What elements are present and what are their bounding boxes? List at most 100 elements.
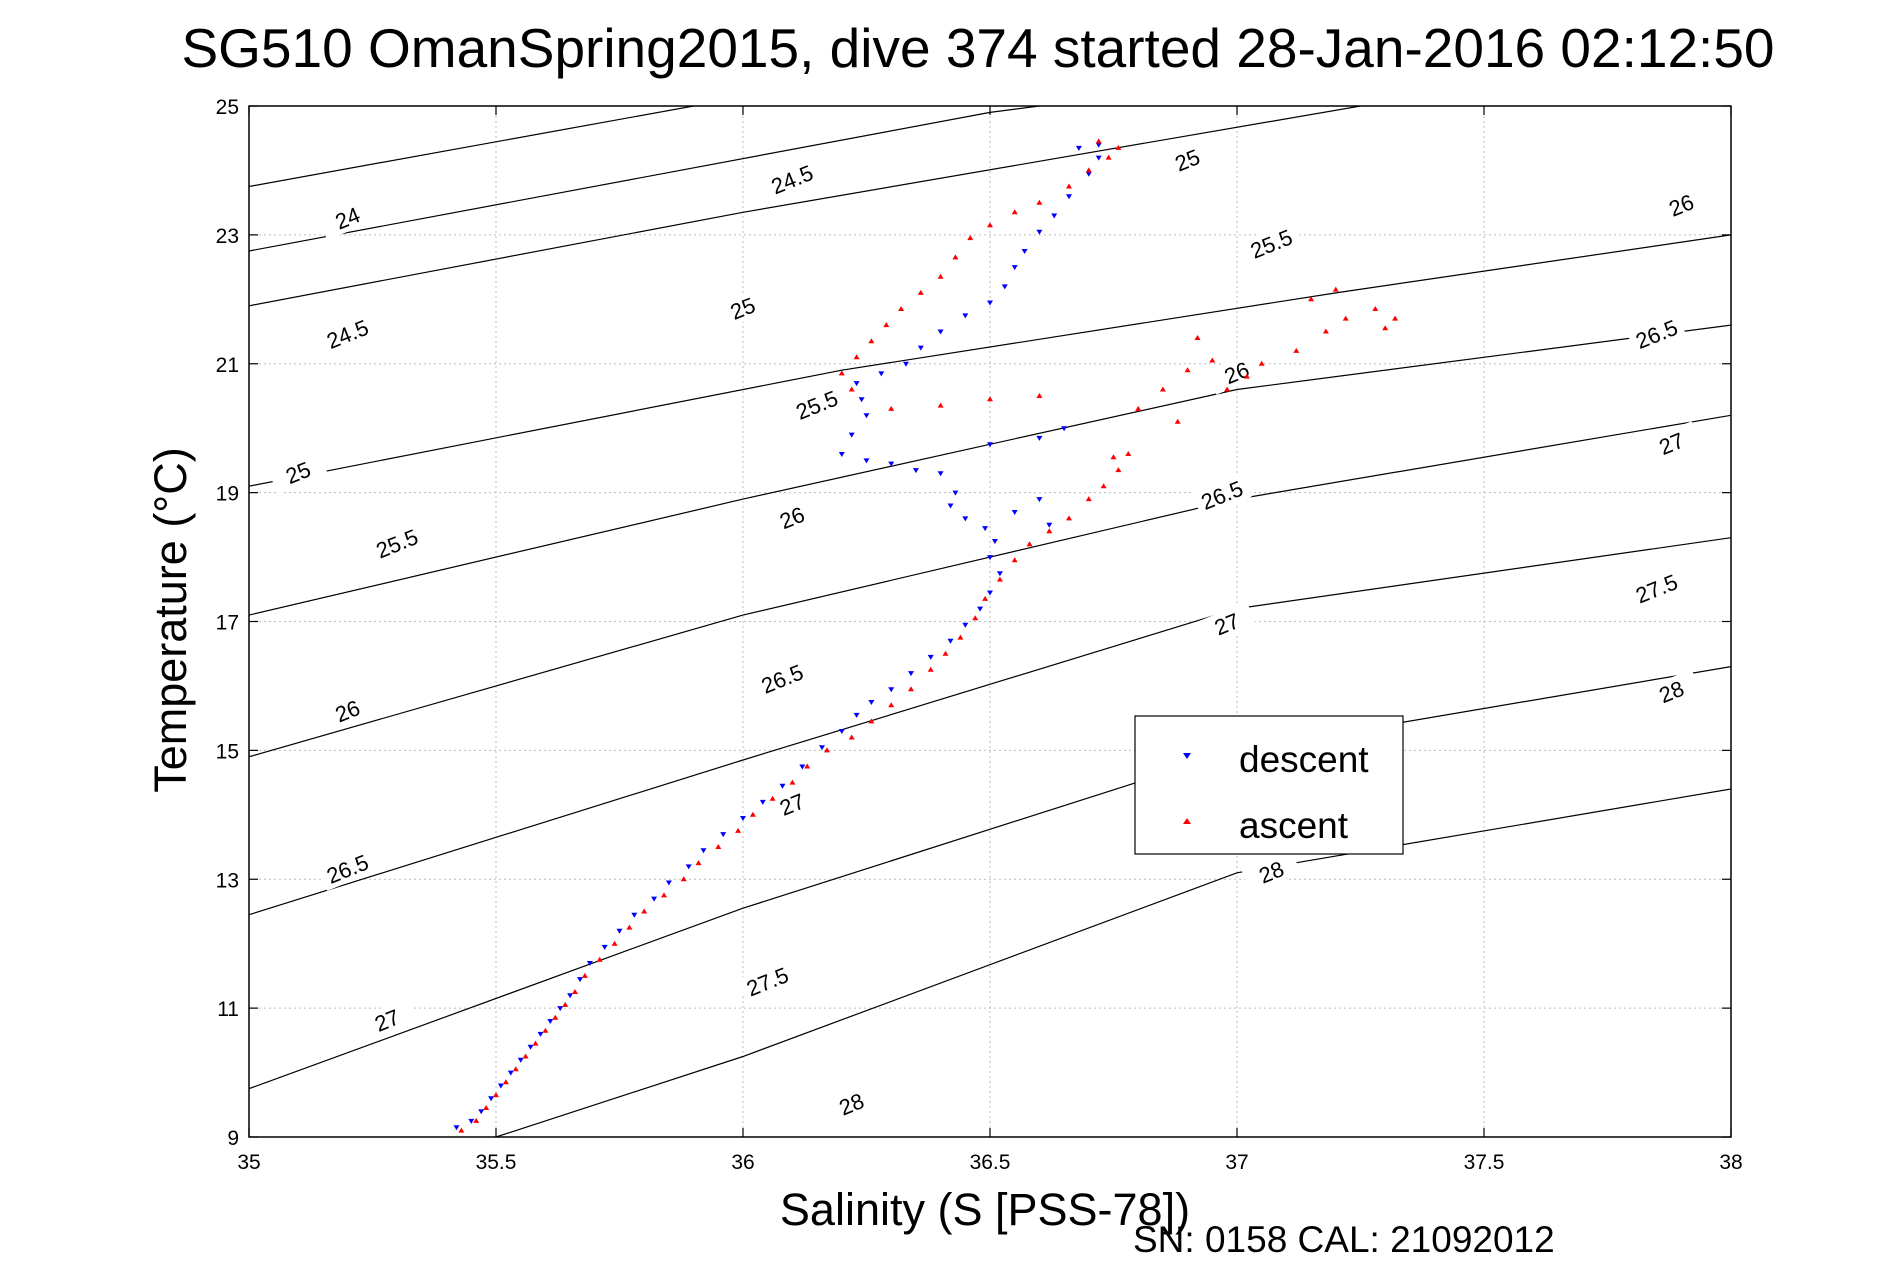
data-point-descent [903,361,909,367]
data-point-descent [651,896,658,902]
data-point-ascent [1115,467,1122,473]
data-point-descent [1021,249,1028,254]
data-point-descent [977,606,984,612]
data-point-ascent [1293,347,1300,353]
data-point-descent [1011,510,1018,515]
data-point-ascent [562,1001,569,1007]
data-point-ascent [853,354,860,360]
data-point-descent [799,764,806,770]
contour-label-background [1206,350,1267,395]
data-point-descent [1036,497,1043,503]
data-point-ascent [917,289,924,295]
data-point-descent [1046,522,1053,528]
data-point-ascent [1046,528,1053,534]
data-point-descent [819,745,825,751]
serial-calibration-text: SN: 0158 CAL: 21092012 [1133,1219,1555,1260]
y-tick-label: 11 [217,998,239,1021]
data-point-ascent [888,702,895,708]
data-point-descent [937,471,944,477]
data-point-ascent [982,595,989,601]
x-tick-label: 37.5 [1464,1151,1505,1174]
data-point-descent [527,1044,534,1050]
x-tick-label: 38 [1719,1151,1742,1174]
data-point-ascent [1322,328,1329,334]
data-point-ascent [483,1105,490,1110]
contour-line-25-5 [249,234,1731,487]
data-point-descent [1061,426,1068,432]
data-point-descent [908,671,914,677]
contour-label-background [1157,137,1218,183]
data-point-descent [547,1019,554,1024]
y-axis-label: Temperature (°C) [145,447,196,793]
data-point-descent [1036,229,1043,235]
data-point-descent [586,961,593,966]
data-point-descent [1011,265,1018,271]
contour-label-background [1626,311,1687,357]
data-point-descent [878,371,885,377]
data-point-ascent [1342,315,1349,321]
data-point-descent [631,912,638,918]
data-point-descent [700,848,707,854]
data-point-descent [962,313,969,319]
data-point-descent [868,700,875,705]
data-point-descent [863,413,870,419]
data-point-ascent [512,1066,519,1072]
data-point-descent [853,712,860,718]
data-point-descent [987,590,993,596]
data-point-ascent [552,1014,559,1020]
data-point-descent [962,622,969,628]
data-point-ascent [749,811,756,817]
data-point-descent [453,1125,460,1131]
contour-label-background [752,656,813,701]
data-point-descent [952,490,959,496]
contour-label-background [786,382,847,427]
data-point-ascent [1085,167,1092,173]
legend-label-ascent: ascent [1239,805,1349,846]
data-point-ascent [838,370,845,376]
data-point-ascent [937,273,944,279]
y-tick-label: 21 [216,354,239,377]
contour-label-background [1241,221,1302,266]
data-point-ascent [1085,496,1092,502]
contour-label-background [1626,566,1687,611]
data-point-ascent [1036,393,1043,398]
x-axis-label: Salinity (S [PSS-78]) [780,1184,1190,1235]
legend-marker-descent [1183,753,1191,759]
legend-label-descent: descent [1239,739,1369,780]
data-point-descent [616,928,623,934]
data-point-descent [927,654,934,660]
legend-marker-ascent [1183,818,1191,824]
contour-label-background [1196,601,1257,646]
data-point-ascent [542,1027,549,1033]
contour-label-background [1191,472,1252,518]
legend-box [1134,715,1404,855]
data-point-descent [577,977,583,983]
data-point-ascent [611,940,618,946]
data-point-descent [537,1031,544,1037]
data-point-ascent [661,892,667,898]
data-point-descent [759,799,766,805]
data-point-ascent [908,686,914,692]
data-point-descent [488,1096,495,1102]
data-point-descent [838,729,845,734]
data-point-descent [947,638,954,644]
data-point-descent [507,1070,514,1076]
data-point-descent [685,864,692,870]
data-point-ascent [1184,367,1191,373]
data-point-ascent [735,827,742,833]
data-point-ascent [1135,405,1142,411]
data-point-ascent [868,338,875,344]
data-point-ascent [1209,357,1216,363]
contour-line-27-5 [249,666,1731,1090]
contour-label-background [1641,669,1702,714]
data-point-ascent [680,876,687,882]
data-point-descent [888,687,895,693]
data-point-ascent [987,222,993,228]
data-point-ascent [898,306,905,311]
series-descent [453,142,1102,1131]
data-point-descent [987,300,993,306]
data-point-ascent [1308,296,1315,302]
data-point-descent [987,442,993,448]
data-point-ascent [789,779,796,785]
